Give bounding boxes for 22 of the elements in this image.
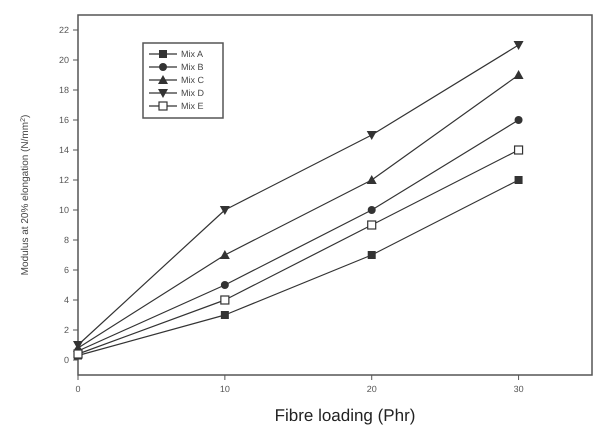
y-tick-label: 8: [64, 235, 69, 246]
y-tick-label: 2: [64, 325, 69, 336]
legend-label: Mix A: [181, 49, 204, 60]
x-tick-label: 0: [75, 384, 81, 394]
legend-label: Mix E: [181, 101, 204, 112]
legend-label: Mix B: [181, 62, 204, 72]
x-tick-label: 30: [514, 384, 524, 394]
y-tick-label: 18: [58, 85, 69, 96]
y-tick-label: 6: [64, 265, 69, 276]
y-tick-label: 14: [58, 145, 69, 156]
legend-label: Mix C: [181, 75, 204, 86]
x-tick-label: 20: [366, 384, 377, 394]
y-tick-label: 10: [58, 205, 69, 216]
x-tick-label: 10: [220, 384, 230, 394]
y-tick-label: 12: [58, 175, 69, 186]
y-tick-label: 22: [58, 25, 69, 36]
y-tick-label: 0: [64, 355, 69, 366]
y-tick-label: 16: [58, 115, 69, 126]
legend-label: Mix D: [181, 88, 204, 98]
y-tick-label: 4: [64, 295, 69, 306]
y-tick-label: 20: [58, 55, 69, 66]
x-axis-title: Fibre loading (Phr): [274, 406, 416, 425]
